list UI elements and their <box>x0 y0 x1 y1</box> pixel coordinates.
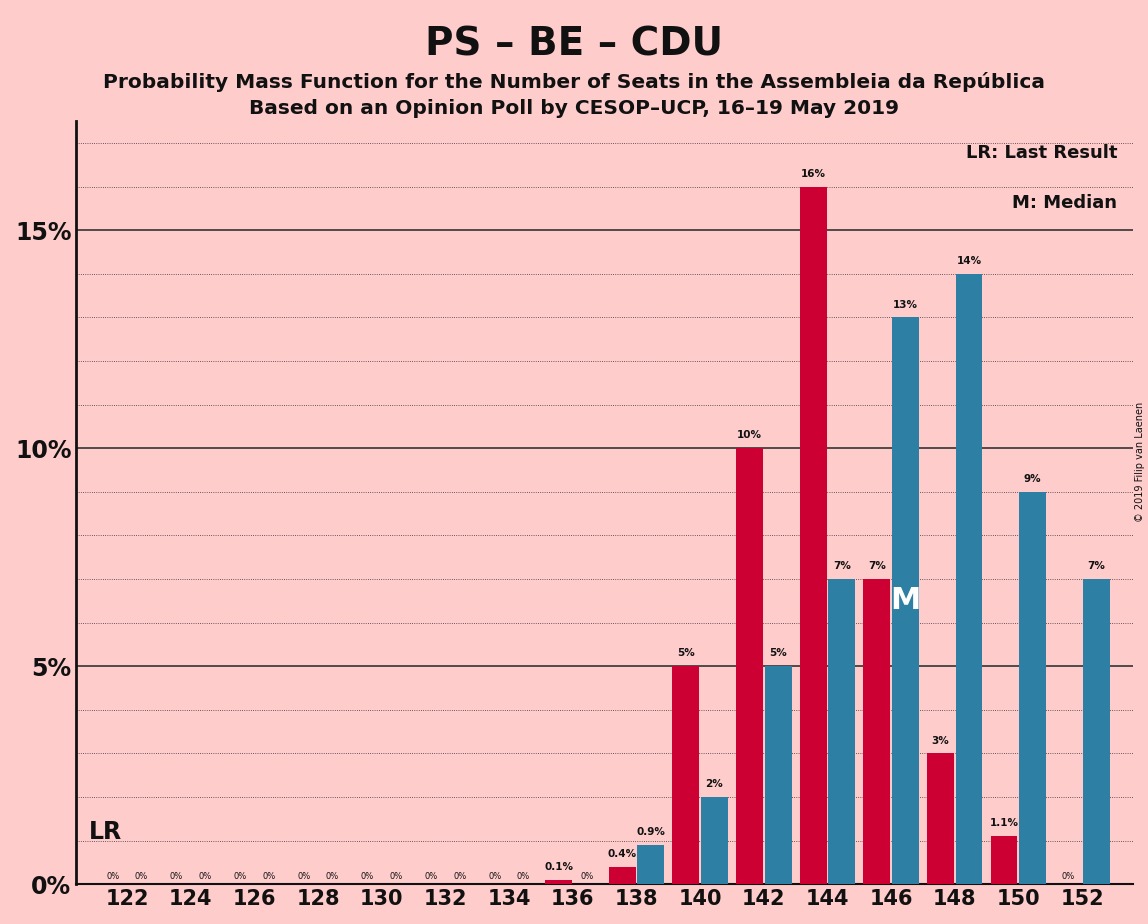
Bar <box>956 274 983 884</box>
Text: 0%: 0% <box>488 871 502 881</box>
Text: 5%: 5% <box>677 649 695 658</box>
Text: LR: Last Result: LR: Last Result <box>965 144 1117 162</box>
Text: 13%: 13% <box>893 299 918 310</box>
Bar <box>673 666 699 884</box>
Text: Probability Mass Function for the Number of Seats in the Assembleia da República: Probability Mass Function for the Number… <box>103 72 1045 92</box>
Bar <box>1083 579 1110 884</box>
Text: 9%: 9% <box>1024 474 1041 484</box>
Text: 0%: 0% <box>517 871 530 881</box>
Text: 16%: 16% <box>800 169 825 179</box>
Text: LR: LR <box>90 820 122 844</box>
Text: 0%: 0% <box>326 871 339 881</box>
Text: 0%: 0% <box>581 871 594 881</box>
Text: © 2019 Filip van Laenen: © 2019 Filip van Laenen <box>1134 402 1145 522</box>
Bar <box>800 187 827 884</box>
Text: 3%: 3% <box>931 736 949 746</box>
Bar <box>829 579 855 884</box>
Text: 1.1%: 1.1% <box>990 819 1018 828</box>
Bar <box>701 797 728 884</box>
Text: 0%: 0% <box>453 871 466 881</box>
Text: 0%: 0% <box>135 871 148 881</box>
Text: 0%: 0% <box>262 871 276 881</box>
Text: 7%: 7% <box>832 561 851 571</box>
Text: M: Median: M: Median <box>1013 194 1117 212</box>
Bar <box>1019 492 1046 884</box>
Text: 0%: 0% <box>1061 871 1075 881</box>
Bar <box>608 867 636 884</box>
Text: 2%: 2% <box>706 779 723 789</box>
Bar <box>928 753 954 884</box>
Bar <box>991 836 1017 884</box>
Text: 0%: 0% <box>389 871 403 881</box>
Bar <box>863 579 890 884</box>
Text: 7%: 7% <box>1087 561 1106 571</box>
Text: Based on an Opinion Poll by CESOP–UCP, 16–19 May 2019: Based on an Opinion Poll by CESOP–UCP, 1… <box>249 99 899 118</box>
Text: M: M <box>890 587 921 615</box>
Text: 0.9%: 0.9% <box>636 827 666 837</box>
Text: 0.4%: 0.4% <box>607 849 637 858</box>
Text: 0%: 0% <box>107 871 119 881</box>
Text: 0%: 0% <box>199 871 212 881</box>
Bar <box>637 845 665 884</box>
Text: 14%: 14% <box>956 256 982 266</box>
Text: 0.1%: 0.1% <box>544 862 573 872</box>
Text: 10%: 10% <box>737 431 762 441</box>
Bar <box>545 880 572 884</box>
Text: 7%: 7% <box>868 561 886 571</box>
Text: 0%: 0% <box>360 871 374 881</box>
Text: 0%: 0% <box>170 871 184 881</box>
Text: 0%: 0% <box>425 871 437 881</box>
Text: 0%: 0% <box>297 871 311 881</box>
Text: 5%: 5% <box>769 649 788 658</box>
Bar <box>736 448 763 884</box>
Bar <box>765 666 791 884</box>
Bar <box>892 318 918 884</box>
Text: PS – BE – CDU: PS – BE – CDU <box>425 26 723 64</box>
Text: 0%: 0% <box>234 871 247 881</box>
